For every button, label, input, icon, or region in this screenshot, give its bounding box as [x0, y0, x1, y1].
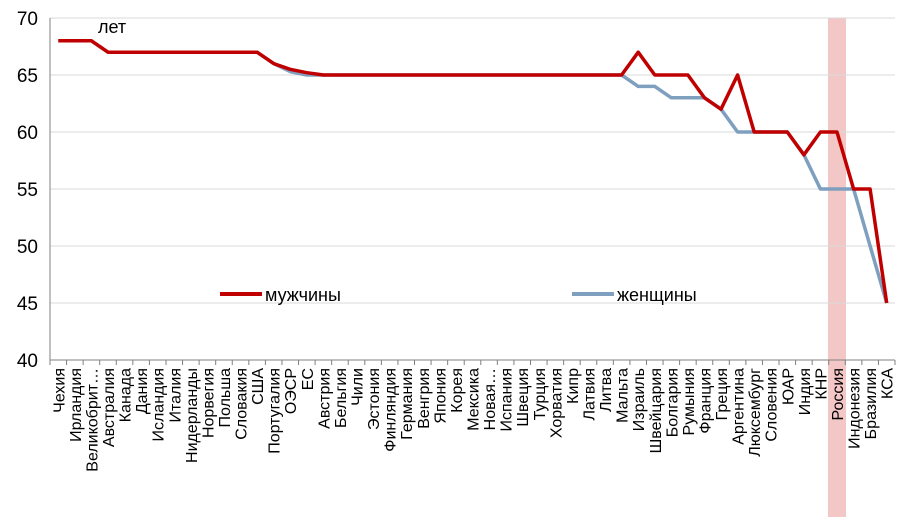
- x-tick-label: ЮАР: [780, 368, 797, 405]
- x-tick-label: Румыния: [681, 368, 698, 435]
- x-tick-label: Польша: [217, 368, 234, 428]
- highlight-band: [828, 18, 847, 517]
- x-tick-label: Норвегия: [200, 368, 217, 438]
- x-tick-label: Австралия: [101, 368, 118, 447]
- x-tick-label: Германия: [399, 368, 416, 440]
- gridlines: [50, 17, 895, 304]
- x-tick-label: Бразилия: [863, 368, 880, 439]
- legend-label: женщины: [617, 285, 697, 305]
- x-tick-label: Латвия: [581, 368, 598, 420]
- x-tick-label: Корея: [449, 368, 466, 413]
- x-tick-label: Венгрия: [416, 368, 433, 429]
- x-tick-label: Великобрит…: [84, 368, 101, 472]
- x-tick-label: КНР: [813, 368, 830, 400]
- x-tick-label: КСА: [880, 368, 897, 399]
- x-tick-label: Чехия: [51, 368, 68, 413]
- x-tick-label: Италия: [167, 368, 184, 422]
- y-tick-label: 40: [17, 351, 38, 372]
- x-tick-label: Кипр: [565, 368, 582, 404]
- series-lines: [58, 39, 889, 304]
- x-tick-label: Новая…: [482, 368, 499, 430]
- x-tick-label: Финляндия: [383, 368, 400, 452]
- y-tick-label: 60: [17, 123, 38, 144]
- x-tick-label: Россия: [830, 368, 847, 420]
- x-tick-label: Эстония: [366, 368, 383, 430]
- x-tick-label: Нидерланды: [184, 368, 201, 463]
- x-tick-label: Индонезия: [847, 368, 864, 449]
- x-tick-label: Турция: [532, 368, 549, 420]
- x-tick-label: Португалия: [267, 368, 284, 454]
- x-tick-label: Исландия: [151, 368, 168, 442]
- x-tick-label: Швеция: [515, 368, 532, 427]
- legend-label: мужчины: [265, 285, 341, 305]
- x-tick-label: Аргентина: [731, 368, 748, 445]
- x-tick-label: Чили: [350, 368, 367, 406]
- x-tick-label: Мальта: [615, 368, 632, 423]
- y-tick-label: 70: [17, 9, 38, 30]
- x-tick-label: ОЭСР: [283, 368, 300, 414]
- x-tick-label: Ирландия: [68, 368, 85, 442]
- y-tick-label: 45: [17, 294, 38, 315]
- x-tick-label: Мексика: [466, 368, 483, 431]
- y-tick-label: 55: [17, 180, 38, 201]
- x-tick-label: Израиль: [631, 368, 648, 431]
- x-tick-label: Япония: [432, 368, 449, 424]
- x-tick-label: Люксембург: [747, 368, 764, 457]
- x-tick-label: Литва: [598, 368, 615, 412]
- x-tick-label: ЕС: [300, 368, 317, 390]
- x-tick-label: Дания: [134, 368, 151, 414]
- x-tick-label: Словакия: [234, 368, 251, 440]
- x-tick-label: Австрия: [316, 368, 333, 429]
- x-tick-label: Бельгия: [333, 368, 350, 428]
- x-tick-label: Болгария: [664, 368, 681, 437]
- legend: мужчины женщины: [220, 285, 697, 305]
- x-tick-label: США: [250, 368, 267, 405]
- x-tick-label: Франция: [697, 368, 714, 434]
- x-tick-label: Швейцария: [648, 368, 665, 453]
- x-tick-label: Испания: [499, 368, 516, 432]
- series-line-women: [58, 39, 889, 304]
- y-tick-label: 50: [17, 237, 38, 258]
- x-tick-label: Хорватия: [548, 368, 565, 438]
- x-tick-label: Канада: [118, 368, 135, 422]
- unit-label: лет: [98, 17, 126, 37]
- y-tick-label: 65: [17, 66, 38, 87]
- x-tick-label: Индия: [797, 368, 814, 415]
- x-tick-label: Греция: [714, 368, 731, 420]
- x-tick-label: Словения: [764, 368, 781, 442]
- series-line-men: [58, 39, 889, 304]
